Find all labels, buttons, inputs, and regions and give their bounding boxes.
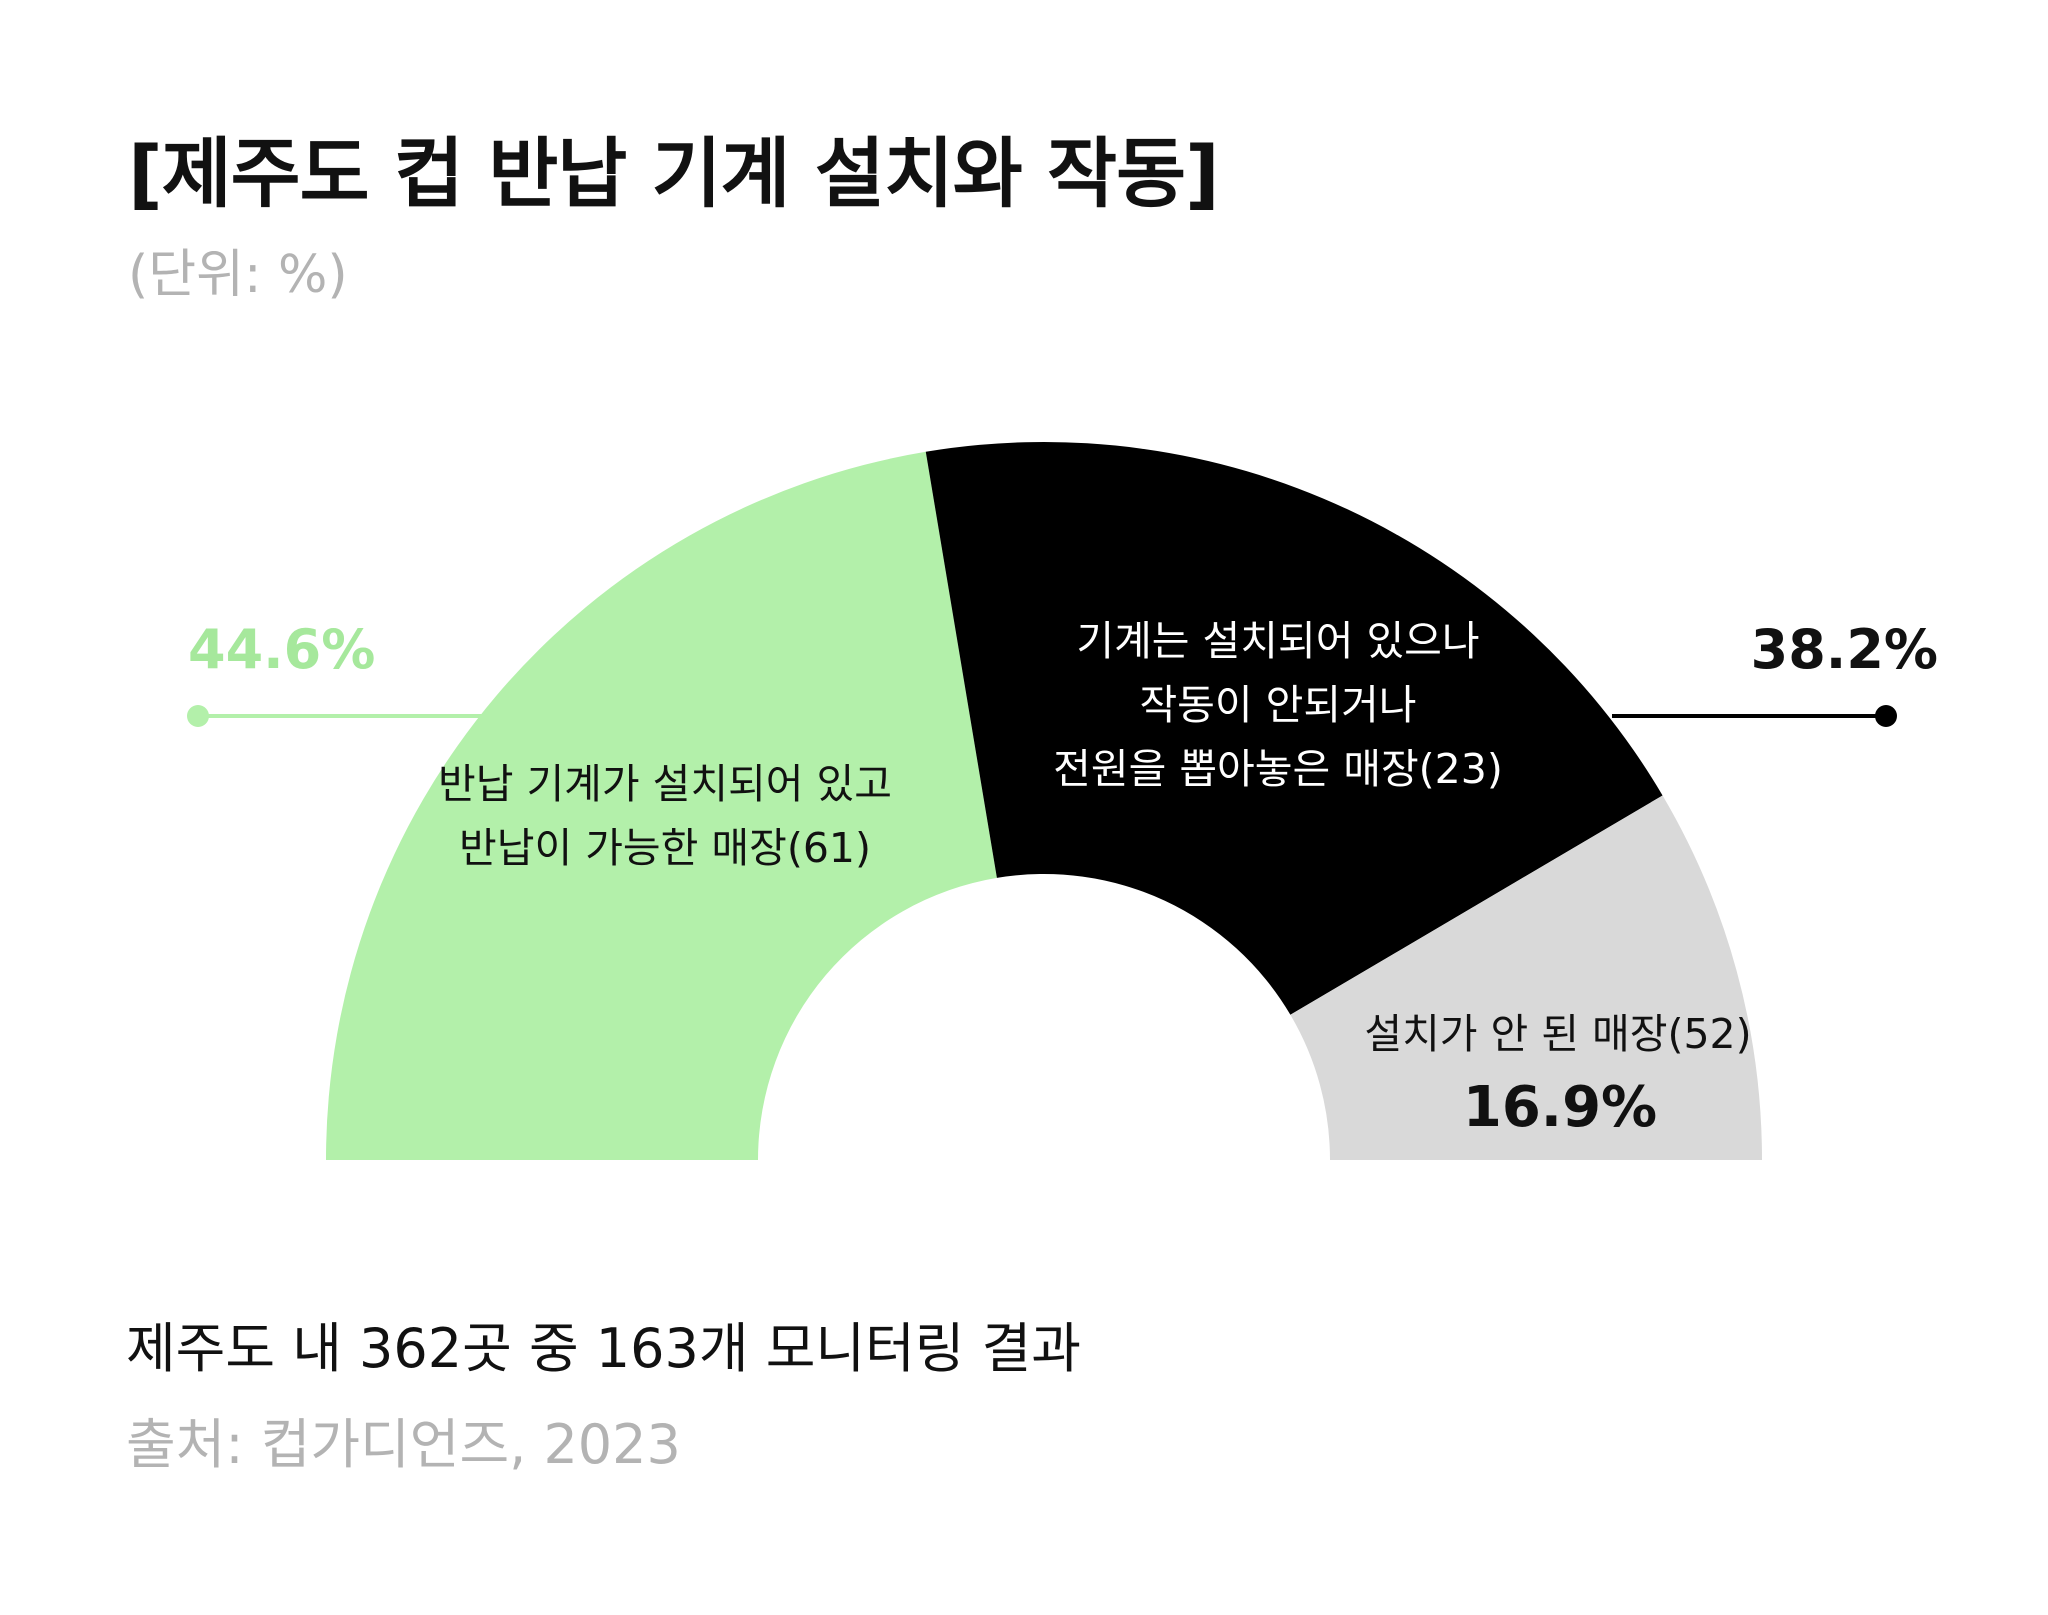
slice-black-label-line-3: 전원을 뽑아놓은 매장(23) (1053, 745, 1503, 793)
slice-green-label-line-2: 반납이 가능한 매장(61) (459, 824, 871, 872)
slice-green (326, 451, 997, 1161)
footnote: 제주도 내 362곳 중 163개 모니터링 결과 (126, 1317, 1081, 1380)
slice-green-percent: 44.6% (188, 618, 375, 681)
slice-black-label-line-2: 작동이 안되거나 (1139, 681, 1416, 729)
slice-gray (1290, 795, 1762, 1160)
slice-gray-label-line-1: 설치가 안 된 매장(52) (1364, 1010, 1751, 1058)
green-connector-dot (187, 705, 209, 727)
slice-black (925, 442, 1663, 1015)
source-note: 출처: 컵가디언즈, 2023 (126, 1413, 681, 1476)
unit-label: (단위: %) (128, 245, 348, 305)
slice-black-label-line-1: 기계는 설치되어 있으나 (1076, 617, 1479, 665)
chart-title: [제주도 컵 반납 기계 설치와 작동] (128, 129, 1220, 218)
slice-green-label-line-1: 반납 기계가 설치되어 있고 (438, 760, 892, 808)
slice-gray-percent: 16.9% (1463, 1075, 1657, 1140)
slice-black-percent: 38.2% (1751, 618, 1938, 681)
black-connector-dot (1875, 705, 1897, 727)
